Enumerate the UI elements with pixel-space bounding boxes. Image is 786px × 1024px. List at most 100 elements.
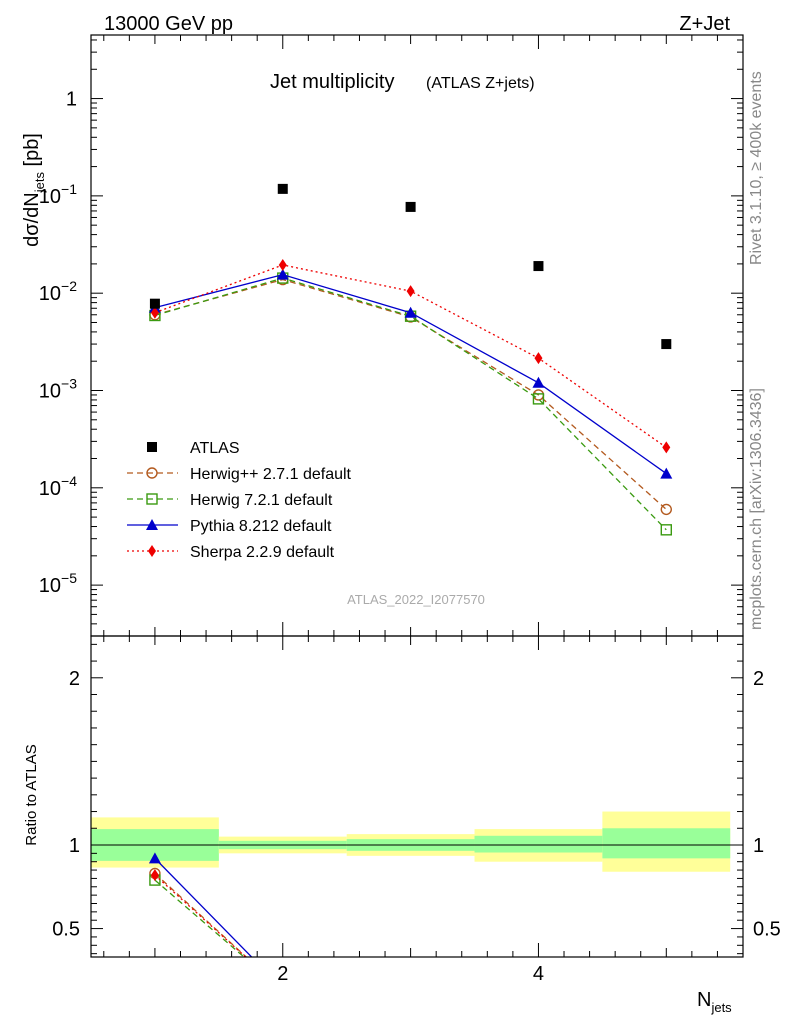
x-tick-label: 4 <box>533 963 544 985</box>
legend-label-2: Pythia 8.212 default <box>190 518 332 535</box>
ratio-y-tick-label: 2 <box>69 668 80 690</box>
analysis-id-label: ATLAS_2022_I2077570 <box>347 592 485 607</box>
source-reference-label: mcplots.cern.ch [arXiv:1306.3436] <box>748 388 765 630</box>
series-1-point <box>532 393 545 405</box>
process-label: Z+Jet <box>679 13 730 35</box>
x-axis-label: Njets <box>697 989 732 1015</box>
legend-marker-1-shape <box>146 493 158 505</box>
atlas-data-point <box>533 261 544 272</box>
atlas-data-point-shape <box>405 201 416 212</box>
series-2-point <box>532 376 545 388</box>
series-3-point-shape <box>150 306 159 319</box>
series-0-point-shape <box>660 503 672 516</box>
ratio-y-tick-label-right: 1 <box>753 835 764 857</box>
legend-item-3: Sherpa 2.2.9 default <box>127 544 335 561</box>
x-tick-label: 2 <box>277 963 288 985</box>
ratio-series-line-1 <box>154 879 246 957</box>
legend-marker-2-shape <box>146 519 158 530</box>
energy-label: 13000 GeV pp <box>104 13 233 35</box>
legend: ATLAS Herwig++ 2.7.1 default Herwig 7.2.1 … <box>127 440 352 561</box>
y-tick-label: 10−4 <box>39 473 77 500</box>
ratio-series-2-point-shape <box>148 852 161 864</box>
ratio-plot-frame <box>90 635 744 958</box>
ratio-data-marks <box>148 852 253 957</box>
series-2-point-shape <box>404 306 417 318</box>
y-tick-label: 1 <box>66 89 77 111</box>
legend-marker-0 <box>146 467 158 479</box>
series-3-point-shape <box>278 258 287 271</box>
y-tick-label: 10−2 <box>39 278 77 305</box>
legend-marker-atlas <box>147 442 157 452</box>
ratio-series-line-2 <box>154 857 253 957</box>
ratio-series-3-point-shape <box>150 869 159 882</box>
main-data-marks <box>148 183 673 536</box>
legend-marker-3-shape <box>148 545 156 557</box>
ratio-plot-panel: 2 4 0.5 0.5 1 1 2 2 <box>52 635 781 985</box>
plot-subtitle: (ATLAS Z+jets) <box>426 75 535 92</box>
ratio-y-tick-label: 0.5 <box>52 919 80 941</box>
legend-marker-1 <box>146 493 158 505</box>
series-3-point <box>534 352 543 365</box>
series-3-point-shape <box>406 285 415 298</box>
main-plot-frame <box>90 34 744 637</box>
legend-item-1: Herwig 7.2.1 default <box>127 492 333 509</box>
atlas-data-point-shape <box>533 261 544 272</box>
atlas-data-point-shape <box>149 298 160 309</box>
stat-uncertainty-band <box>602 828 731 859</box>
legend-item-2: Pythia 8.212 default <box>127 518 332 535</box>
y-tick-label: 10−1 <box>39 181 77 208</box>
rivet-version-label: Rivet 3.1.10, ≥ 400k events <box>748 71 765 265</box>
series-1-point-shape <box>532 393 545 405</box>
series-1-point-shape <box>660 524 672 536</box>
ratio-uncertainty-bands <box>91 811 743 872</box>
legend-marker-0-shape <box>146 467 158 479</box>
atlas-data-point <box>277 183 288 194</box>
ratio-y-tick-label-right: 2 <box>753 668 764 690</box>
legend-item-atlas: ATLAS <box>147 440 240 457</box>
series-3-point <box>406 285 415 298</box>
legend-label-3: Sherpa 2.2.9 default <box>190 544 335 561</box>
main-y-axis-label: dσ/dNjets [pb] <box>21 133 47 247</box>
ratio-axes: 2 4 0.5 0.5 1 1 2 2 <box>52 636 781 985</box>
legend-label-0: Herwig++ 2.7.1 default <box>190 466 352 483</box>
legend-label-1: Herwig 7.2.1 default <box>190 492 333 509</box>
series-2-point <box>404 306 417 318</box>
ratio-series-2-point <box>148 852 161 864</box>
ratio-series-line-3 <box>154 874 247 957</box>
ratio-y-tick-label-right: 0.5 <box>753 919 781 941</box>
legend-item-0: Herwig++ 2.7.1 default <box>127 466 352 483</box>
series-2-point <box>276 268 289 280</box>
series-3-point <box>662 441 671 454</box>
series-2-point <box>660 467 673 479</box>
series-2-point-shape <box>532 376 545 388</box>
ratio-y-tick-label: 1 <box>69 835 80 857</box>
y-tick-label: 10−3 <box>39 375 77 402</box>
legend-marker-2 <box>146 519 158 530</box>
series-1-point <box>660 524 672 536</box>
main-plot-panel: Jet multiplicity (ATLAS Z+jets) ATLAS_20… <box>39 34 744 637</box>
atlas-data-point <box>149 298 160 309</box>
svg-text:Njets: Njets <box>697 989 732 1015</box>
legend-label-atlas: ATLAS <box>190 440 240 457</box>
series-3-point <box>278 258 287 271</box>
series-3-point-shape <box>534 352 543 365</box>
atlas-data-point <box>661 339 672 350</box>
series-0-point <box>660 503 672 516</box>
stat-uncertainty-band <box>474 835 603 853</box>
ratio-series-3-point <box>150 869 159 882</box>
series-2-point-shape <box>660 467 673 479</box>
atlas-data-point <box>405 201 416 212</box>
atlas-data-point-shape <box>277 183 288 194</box>
legend-marker-atlas-shape <box>147 442 157 452</box>
ratio-series-group <box>148 852 253 957</box>
atlas-data-point-shape <box>661 339 672 350</box>
y-tick-label: 10−5 <box>39 570 77 597</box>
series-3-point <box>150 306 159 319</box>
series-2-point-shape <box>276 268 289 280</box>
plot-title: Jet multiplicity <box>270 71 394 93</box>
series-3-point-shape <box>662 441 671 454</box>
ratio-y-axis-label: Ratio to ATLAS <box>23 744 40 845</box>
main-axes: 10−5 10−4 10−3 10−2 10−1 1 <box>39 35 743 637</box>
legend-marker-3 <box>148 545 156 557</box>
